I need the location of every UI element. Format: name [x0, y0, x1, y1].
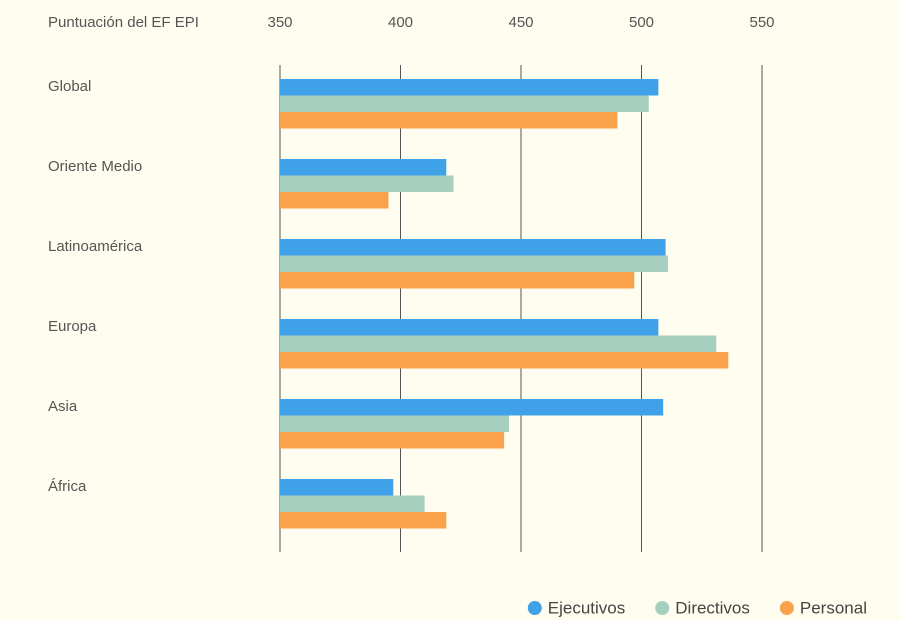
- bar: [280, 175, 454, 192]
- bar: [280, 415, 509, 432]
- x-tick-label: 350: [267, 14, 292, 31]
- y-tick-label: Oriente Medio: [48, 158, 142, 175]
- x-tick-label: 550: [749, 14, 774, 31]
- legend-marker: [527, 601, 542, 615]
- bar: [280, 399, 664, 416]
- bar: [280, 319, 659, 336]
- axis-label: Puntuación del EF EPI: [48, 14, 199, 31]
- y-tick-label: Global: [48, 78, 91, 95]
- bar: [280, 79, 659, 96]
- legend-label: Directivos: [675, 598, 750, 617]
- legend-marker: [779, 601, 794, 615]
- bar: [280, 272, 635, 289]
- bar: [280, 495, 425, 512]
- legend-label: Personal: [800, 598, 867, 617]
- bar: [280, 239, 666, 256]
- bar: [280, 159, 447, 176]
- y-tick-label: Asia: [48, 398, 78, 415]
- y-tick-label: Europa: [48, 318, 97, 335]
- y-tick-label: África: [48, 478, 87, 495]
- x-tick-label: 400: [388, 14, 413, 31]
- bar: [280, 112, 618, 129]
- legend-marker: [655, 601, 670, 615]
- x-tick-label: 500: [629, 14, 654, 31]
- bar: [280, 95, 649, 112]
- bar: [280, 352, 729, 369]
- y-tick-label: Latinoamérica: [48, 238, 143, 255]
- bar: [280, 479, 394, 496]
- bar: [280, 512, 447, 529]
- bar: [280, 255, 669, 272]
- bar: [280, 192, 389, 209]
- legend-label: Ejecutivos: [548, 598, 625, 617]
- bar: [280, 432, 505, 449]
- x-tick-label: 450: [508, 14, 533, 31]
- bar: [280, 335, 717, 352]
